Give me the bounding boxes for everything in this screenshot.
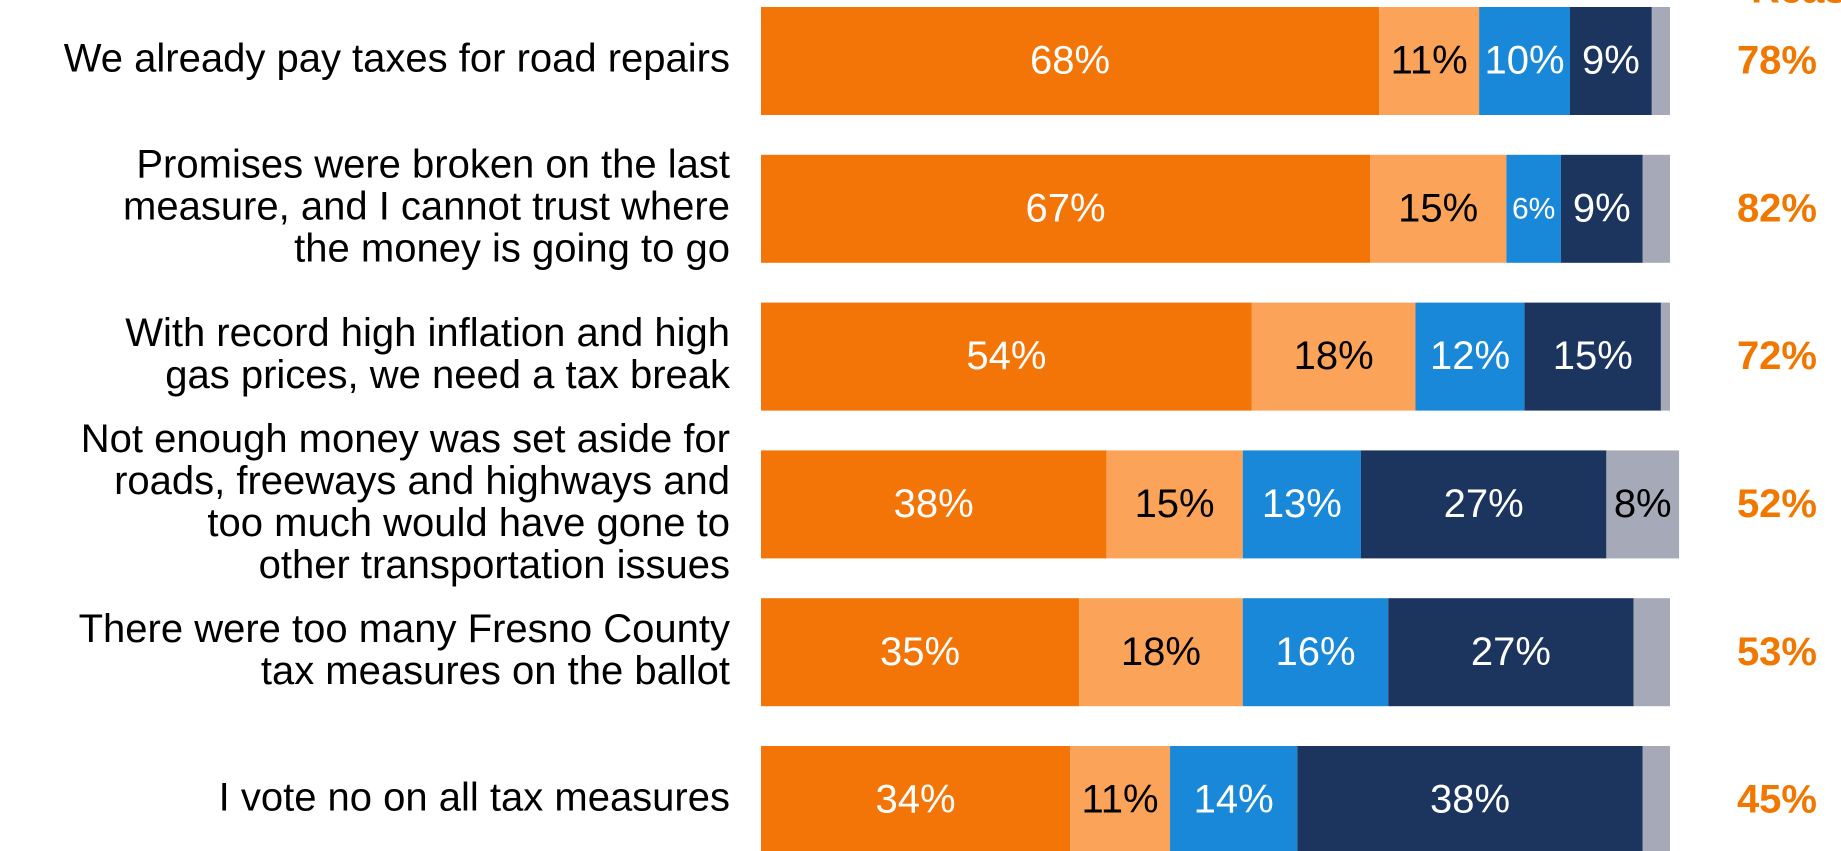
data-label: 38% (894, 482, 974, 526)
bar-segment (1242, 598, 1389, 707)
data-label: 18% (1294, 334, 1374, 378)
reason-value: 52% (1737, 482, 1817, 526)
bar-segment (1642, 746, 1670, 851)
category-label: gas prices, we need a tax break (165, 353, 731, 397)
bar-segment (761, 7, 1380, 115)
data-label: 9% (1582, 39, 1640, 83)
data-label: 38% (1430, 778, 1510, 822)
data-label: 8% (1614, 482, 1672, 526)
bar-segment (761, 598, 1080, 707)
bar-segment (1106, 450, 1243, 559)
data-label: 11% (1391, 39, 1468, 83)
category-label: We already pay taxes for road repairs (64, 37, 730, 81)
bar-segment (1524, 302, 1661, 411)
bar-segment (761, 302, 1252, 411)
data-label: 67% (1025, 186, 1105, 230)
category-label: There were too many Fresno County (79, 607, 730, 651)
bar-segment (1660, 302, 1670, 411)
reason-value: 82% (1737, 186, 1817, 230)
category-label: the money is going to go (294, 226, 730, 270)
bar-segment (1360, 450, 1607, 559)
data-label: 54% (966, 334, 1046, 378)
bar-segment (1370, 154, 1507, 263)
data-label: 35% (880, 630, 960, 674)
data-label: 68% (1030, 39, 1110, 83)
bar-segment (1651, 7, 1670, 115)
bar-segment (1079, 598, 1243, 707)
data-label: 9% (1573, 186, 1631, 230)
bar-segment (1560, 154, 1643, 263)
category-label: too much would have gone to (207, 501, 730, 545)
category-label: Not enough money was set aside for (81, 417, 730, 461)
data-label: 18% (1121, 630, 1201, 674)
bar-segment (1251, 302, 1416, 411)
bar-segment (1506, 154, 1561, 263)
data-label: 6% (1512, 193, 1555, 226)
data-label: 13% (1262, 482, 1342, 526)
data-label: 16% (1275, 630, 1355, 674)
bar-segment (1388, 598, 1634, 707)
bar-segment (1415, 302, 1525, 411)
bar-segment (761, 450, 1107, 559)
category-label: roads, freeways and highways and (114, 459, 730, 503)
category-label: With record high inflation and high (125, 311, 730, 355)
data-label: 14% (1194, 778, 1274, 822)
reason-header: Reason (1751, 0, 1841, 12)
reason-value: 72% (1737, 334, 1817, 378)
data-label: 15% (1135, 482, 1215, 526)
bar-segment (1606, 450, 1680, 559)
category-label: tax measures on the ballot (261, 649, 730, 693)
data-label: 15% (1398, 186, 1478, 230)
data-label: 15% (1553, 334, 1633, 378)
bar-segment (1379, 7, 1480, 115)
reason-value: 53% (1737, 630, 1817, 674)
bar-segment (1297, 746, 1643, 851)
data-label: 34% (875, 778, 955, 822)
reason-value: 45% (1737, 778, 1817, 822)
bar-segment (1170, 746, 1298, 851)
category-label: I vote no on all tax measures (219, 776, 730, 820)
data-label: 10% (1485, 39, 1565, 83)
bar-segment (1242, 450, 1361, 559)
bar-segment (1642, 154, 1670, 263)
bar-segment (761, 746, 1071, 851)
bar-segment (1070, 746, 1171, 851)
data-label: 27% (1471, 630, 1551, 674)
bar-segment (761, 154, 1371, 263)
data-label: 27% (1444, 482, 1524, 526)
reason-value: 78% (1737, 39, 1817, 83)
bar-segment (1570, 7, 1652, 115)
category-label: measure, and I cannot trust where (123, 184, 730, 228)
data-label: 12% (1430, 334, 1510, 378)
category-label: other transportation issues (259, 543, 730, 587)
bar-segment (1479, 7, 1571, 115)
bar-segment (1633, 598, 1670, 707)
category-label: Promises were broken on the last (136, 142, 730, 186)
data-label: 11% (1082, 778, 1159, 822)
